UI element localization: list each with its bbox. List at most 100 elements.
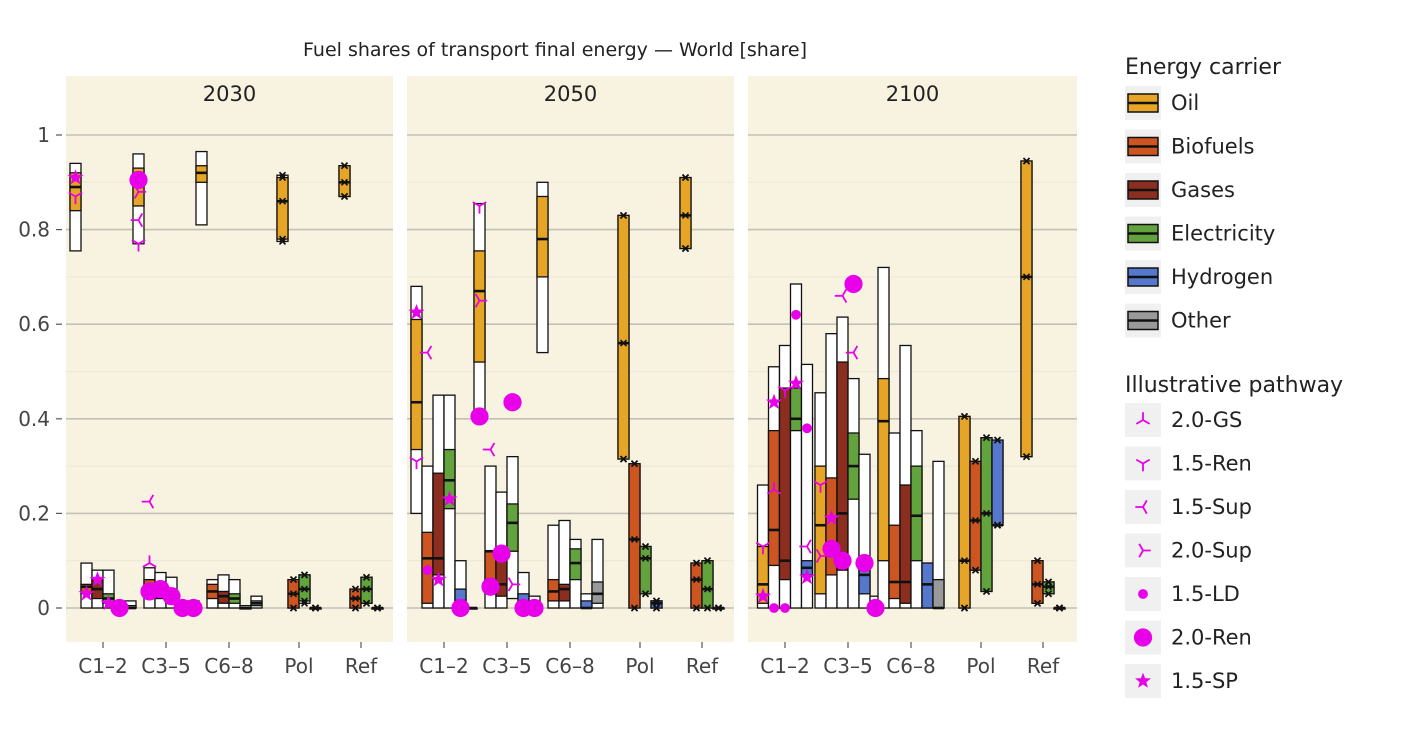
scenario-marker: [300, 597, 309, 605]
scenario-marker: [714, 604, 723, 612]
legend-label: Hydrogen: [1171, 265, 1273, 289]
y-tick-label: 0: [37, 596, 50, 620]
box-electricity: [847, 377, 860, 609]
pathway-marker-1.5-ld: [422, 565, 433, 576]
pathway-marker-1.5-ren: [131, 239, 146, 252]
scenario-marker: [311, 604, 320, 612]
strip-label-2050: 2050: [544, 82, 597, 106]
legend-carrier-title: Energy carrier: [1125, 55, 1282, 80]
strip-label-2100: 2100: [886, 82, 939, 106]
scenario-marker: [681, 211, 690, 219]
scenario-marker: [1022, 273, 1031, 281]
legend-item-2.0-gs: 2.0-GS: [1125, 403, 1242, 437]
panel-2050: 2050: [407, 76, 734, 642]
scenario-marker: [362, 585, 371, 593]
scenario-marker: [971, 516, 980, 525]
box-oil: [679, 176, 692, 250]
legend-label: Oil: [1171, 91, 1199, 115]
box-oil: [473, 202, 486, 418]
pathway-marker-1.5-sup: [419, 345, 433, 360]
iqr-box: [932, 578, 945, 609]
scenario-marker: [982, 434, 991, 442]
iqr-box: [969, 460, 982, 571]
pathway-marker-1.5-sp: [100, 594, 117, 611]
scenario-marker: [351, 594, 360, 603]
x-tick-label: C3–5: [141, 654, 190, 678]
box-biofuels: [888, 432, 901, 609]
legend-marker: [1135, 412, 1151, 425]
legend-item-oil: Oil: [1125, 86, 1199, 120]
iqr-box: [991, 439, 1004, 526]
pathway-marker-1.5-ren: [409, 456, 424, 470]
iqr-box: [1031, 560, 1044, 604]
pathway-marker-2.0-ren: [844, 274, 863, 294]
legend-label: 1.5-Sup: [1171, 495, 1252, 519]
pathway-marker-1.5-ld: [769, 603, 779, 613]
panel-2100: 2100: [748, 76, 1077, 642]
strip-2030: [66, 76, 393, 112]
scenario-marker: [1033, 599, 1042, 607]
legend-marker: [1138, 589, 1148, 599]
pathway-marker-1.5-sp: [766, 393, 782, 409]
legend-label: Other: [1171, 309, 1231, 333]
pathway-marker-2.0-ren: [184, 598, 203, 618]
box-biofuels: [206, 578, 219, 609]
scenario-marker: [641, 554, 650, 562]
box-oil: [410, 285, 423, 515]
pathway-marker-2.0-ren: [110, 598, 129, 618]
scenario-marker: [692, 576, 701, 584]
range-box: [858, 453, 871, 609]
x-tick-label: C1–2: [760, 654, 809, 678]
box-other: [591, 538, 604, 609]
box-electricity: [1042, 581, 1055, 595]
iqr-box: [617, 214, 630, 460]
box-oil: [338, 165, 351, 198]
pathway-marker-1.5-sp: [441, 490, 458, 506]
y-tick-label: 0.4: [18, 407, 50, 431]
box-oil: [877, 266, 890, 609]
box-biofuels: [825, 333, 838, 609]
scenario-marker: [619, 455, 628, 463]
iqr-box: [410, 318, 423, 451]
scenario-marker: [703, 604, 712, 612]
pathway-marker-2.0-ren: [470, 407, 489, 426]
box-hydrogen: [580, 593, 593, 610]
iqr-box: [877, 377, 890, 562]
x-tick-label: C1–2: [419, 654, 468, 678]
x-axis: C1–2 C3–5 C6–8 Pol Ref C1–2 C3–5 C6–8 Pol Ref C1–2…: [78, 642, 1060, 678]
scenario-marker: [351, 604, 360, 612]
legend-item-biofuels: Biofuels: [1125, 129, 1255, 164]
scenario-marker: [362, 573, 371, 581]
scenario-marker: [1033, 580, 1042, 588]
y-tick-label: 0.6: [18, 312, 50, 336]
strip-2050: [407, 76, 734, 112]
scenario-marker: [300, 585, 309, 593]
box-oil: [1020, 160, 1033, 458]
x-tick-label: Pol: [625, 654, 654, 678]
box-biofuels: [628, 463, 641, 609]
scenario-marker: [652, 597, 661, 605]
box-hydrogen: [800, 363, 814, 609]
strip-label-2030: 2030: [203, 82, 256, 106]
scenario-marker: [641, 542, 650, 551]
pathway-marker-1.5-ld: [780, 603, 790, 613]
legend-item-2.0-ren: 2.0-Ren: [1125, 620, 1252, 655]
pathway-marker-2.0-sup: [474, 293, 488, 308]
legend-label: 1.5-LD: [1171, 582, 1240, 606]
box-gases: [899, 344, 912, 609]
legend-item-2.0-sup: 2.0-Sup: [1125, 533, 1252, 568]
box-electricity: [980, 437, 993, 593]
pathway-marker-1.5-sp: [78, 585, 95, 601]
panel-body-2100: [748, 134, 1077, 618]
pathway-marker-1.5-sp: [788, 374, 804, 391]
x-tick-label: C1–2: [78, 654, 127, 678]
x-tick-label: C6–8: [545, 654, 594, 678]
legend-pathways: 2.0-GS 1.5-Ren 1.5-Sup 2.0-Sup 1.5-LD 2.0-Ren…: [1125, 403, 1252, 698]
scenario-marker: [641, 590, 650, 598]
box-gases: [558, 519, 571, 609]
scenario-marker: [1022, 453, 1031, 461]
strip-2100: [748, 76, 1077, 112]
scenario-marker: [1033, 557, 1042, 565]
pathway-marker-2.0-ren: [492, 544, 511, 563]
